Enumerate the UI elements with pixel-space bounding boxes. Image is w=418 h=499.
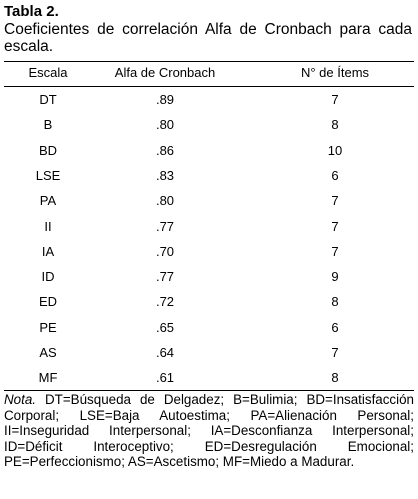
note-text: DT=Búsqueda de Delgadez; B=Bulimia; BD=I… <box>4 392 414 470</box>
table-cell: MF <box>38 370 58 386</box>
table-cell: LSE <box>35 167 61 183</box>
table-cell: 7 <box>331 92 339 107</box>
table-cell: 7 <box>331 243 339 259</box>
table-cell: .80 <box>155 193 175 209</box>
table-cell: IA <box>41 243 55 259</box>
top-rule <box>4 61 414 62</box>
table-cell: ED <box>38 294 58 310</box>
table-cell: DT <box>39 92 57 107</box>
column-header: N° de Ítems <box>300 65 370 80</box>
table-cell: AS <box>39 345 57 360</box>
table-title: Tabla 2. <box>4 3 59 20</box>
table-cell: II <box>44 218 52 234</box>
column-header: Alfa de Cronbach <box>114 65 216 80</box>
table-cell: 8 <box>331 294 339 310</box>
table-cell: .64 <box>155 345 175 360</box>
bottom-rule <box>4 390 414 391</box>
table-cell: .70 <box>155 243 175 259</box>
note: Nota. DT=Búsqueda de Delgadez; B=Bulimia… <box>4 392 414 470</box>
table-cell: 7 <box>331 218 339 234</box>
table-cell: .72 <box>155 294 175 310</box>
table-cell: 6 <box>331 167 339 183</box>
table-cell: 7 <box>331 193 339 209</box>
table-cell: 10 <box>327 142 343 158</box>
table-cell: B <box>43 117 53 133</box>
table-cell: 7 <box>331 345 339 360</box>
table-cell: .77 <box>155 218 175 234</box>
table-cell: 9 <box>331 269 339 285</box>
note-label: Nota. <box>4 392 37 407</box>
table-cell: 8 <box>331 370 339 386</box>
column-header: Escala <box>28 65 68 80</box>
table-cell: PA <box>39 193 57 209</box>
table-cell: .61 <box>155 370 175 386</box>
table-cell: .83 <box>155 167 175 183</box>
table-cell: .89 <box>155 92 175 107</box>
table-cell: .77 <box>155 269 175 285</box>
table-cell: 8 <box>331 117 339 133</box>
header-rule <box>4 86 414 87</box>
table-cell: PE <box>39 319 57 335</box>
table-cell: .65 <box>155 319 175 335</box>
table-cell: .80 <box>155 117 175 133</box>
table-cell: BD <box>38 142 58 158</box>
table-cell: .86 <box>155 142 175 158</box>
table-cell: 6 <box>331 319 339 335</box>
table-cell: ID <box>41 269 55 285</box>
table-subtitle: Coeficientes de correlación Alfa de Cron… <box>4 21 412 55</box>
